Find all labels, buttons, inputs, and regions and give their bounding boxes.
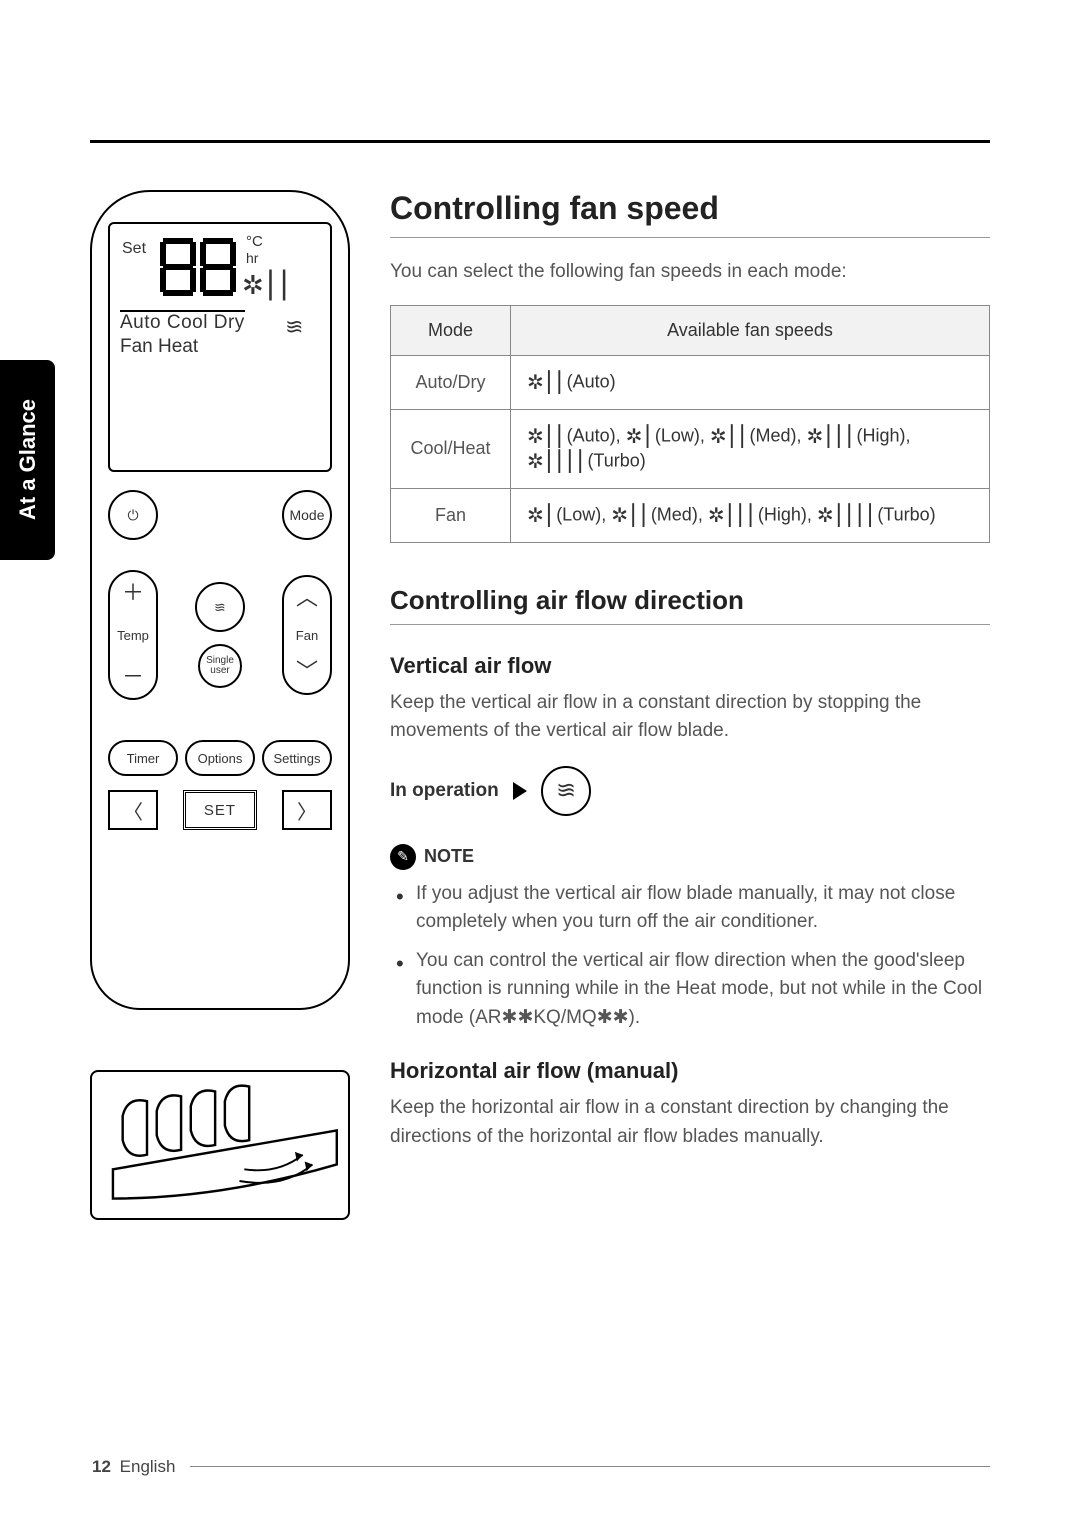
table-row: Fan ✲⎮(Low), ✲⎮⎮(Med), ✲⎮⎮⎮(High), ✲⎮⎮⎮⎮…: [391, 488, 990, 542]
fan-icon: ✲⎮⎮: [527, 426, 565, 448]
fan-icon: ✲⎮⎮: [527, 372, 565, 394]
cell-speeds-fan: ✲⎮(Low), ✲⎮⎮(Med), ✲⎮⎮⎮(High), ✲⎮⎮⎮⎮(Tur…: [511, 488, 990, 542]
power-mode-row: ⏻ Mode: [108, 490, 332, 540]
horizontal-body: Keep the horizontal air flow in a consta…: [390, 1094, 990, 1151]
table-head-mode: Mode: [391, 305, 511, 355]
top-rule: [90, 140, 990, 143]
page-number: 12: [92, 1457, 111, 1476]
note-icon: ✎: [390, 844, 416, 870]
settings-button[interactable]: Settings: [262, 740, 332, 776]
mode-button[interactable]: Mode: [282, 490, 332, 540]
chevron-right-icon: 〉: [297, 796, 317, 825]
mode-button-label: Mode: [289, 507, 324, 523]
note-item-2: You can control the vertical air flow di…: [390, 947, 990, 1033]
temp-control[interactable]: ＋ Temp －: [108, 570, 158, 700]
side-tab-label: At a Glance: [15, 399, 41, 520]
footer-rule: [190, 1466, 990, 1467]
digit-2: [200, 238, 236, 296]
modes-row-2: Fan Heat: [120, 336, 198, 358]
page-language: English: [120, 1457, 176, 1476]
heading-horizontal: Horizontal air flow (manual): [390, 1058, 990, 1084]
cell-mode-autodry: Auto/Dry: [391, 355, 511, 409]
fan-icon: ✲⎮: [527, 505, 554, 527]
blade-svg: [92, 1072, 348, 1218]
minus-icon: －: [122, 666, 144, 688]
remote-screen: Set °C hr ✲⎮⎮ Auto Cool: [108, 222, 332, 472]
digit-1: [160, 238, 196, 296]
fan-icon: ✲⎮⎮⎮⎮: [527, 451, 585, 473]
cell-mode-coolheat: Cool/Heat: [391, 409, 511, 488]
fan-icon: ✲⎮⎮: [710, 426, 748, 448]
digit-display: [160, 238, 236, 296]
modes-row-1: Auto Cool Dry: [120, 312, 245, 334]
swing-button-icon: ≋: [214, 599, 226, 616]
table-row: Cool/Heat ✲⎮⎮(Auto), ✲⎮(Low), ✲⎮⎮(Med), …: [391, 409, 990, 488]
cell-speeds-autodry: ✲⎮⎮(Auto): [511, 355, 990, 409]
table-head-speeds: Available fan speeds: [511, 305, 990, 355]
settings-label: Settings: [274, 751, 321, 766]
heading-fan-speed: Controlling fan speed: [390, 190, 990, 238]
unit-hr: hr: [246, 251, 263, 266]
cell-speeds-coolheat: ✲⎮⎮(Auto), ✲⎮(Low), ✲⎮⎮(Med), ✲⎮⎮⎮(High)…: [511, 409, 990, 488]
set-button-label: SET: [204, 802, 236, 819]
page-footer: 12 English: [92, 1457, 175, 1477]
blade-illustration: [90, 1070, 350, 1220]
fan-control[interactable]: ︿ Fan ﹀: [282, 575, 332, 695]
fan-icon: ✲⎮⎮⎮: [708, 505, 756, 527]
note-list: If you adjust the vertical air flow blad…: [390, 880, 990, 1033]
next-button[interactable]: 〉: [282, 790, 332, 830]
fan-icon: ✲⎮⎮⎮: [806, 426, 854, 448]
in-operation-row: In operation ≋: [390, 766, 990, 816]
chevron-left-icon: 〈: [123, 796, 143, 825]
side-tab: At a Glance: [0, 360, 55, 560]
set-button[interactable]: SET: [183, 790, 257, 830]
power-button[interactable]: ⏻: [108, 490, 158, 540]
play-icon: [513, 782, 527, 800]
fan-label: Fan: [296, 628, 318, 643]
left-column: Set °C hr ✲⎮⎮ Auto Cool: [90, 190, 350, 1220]
fan-speed-intro: You can select the following fan speeds …: [390, 258, 990, 287]
main-content: Set °C hr ✲⎮⎮ Auto Cool: [90, 190, 990, 1452]
options-button[interactable]: Options: [185, 740, 255, 776]
fan-icon: ✲⎮: [626, 426, 653, 448]
remote-illustration: Set °C hr ✲⎮⎮ Auto Cool: [90, 190, 350, 1010]
cell-mode-fan: Fan: [391, 488, 511, 542]
fan-speed-table: Mode Available fan speeds Auto/Dry ✲⎮⎮(A…: [390, 305, 990, 543]
note-heading: ✎ NOTE: [390, 844, 990, 870]
options-label: Options: [198, 751, 243, 766]
right-column: Controlling fan speed You can select the…: [390, 190, 990, 1169]
set-label: Set: [122, 240, 146, 258]
unit-c: °C: [246, 234, 263, 251]
single-user-label: Single user: [200, 656, 240, 676]
single-user-button[interactable]: Single user: [198, 644, 242, 688]
note-item-1: If you adjust the vertical air flow blad…: [390, 880, 990, 937]
control-group: ＋ Temp － ≋ Single user ︿ Fan ﹀: [108, 570, 332, 700]
fan-icon: ✲⎮⎮: [611, 505, 649, 527]
in-operation-label: In operation: [390, 780, 499, 802]
oval-button-row: Timer Options Settings: [108, 740, 332, 776]
heading-airflow: Controlling air flow direction: [390, 585, 990, 625]
fan-icon: ✲⎮⎮⎮⎮: [817, 505, 875, 527]
fan-icon: ✲⎮⎮: [242, 270, 291, 301]
vertical-body: Keep the vertical air flow in a constant…: [390, 689, 990, 746]
timer-label: Timer: [127, 751, 160, 766]
chevron-up-icon: ︿: [296, 587, 318, 609]
swing-icon: ≋: [556, 776, 576, 805]
temp-label: Temp: [117, 628, 149, 643]
nav-button-row: 〈 SET 〉: [108, 790, 332, 830]
swing-button-inline: ≋: [541, 766, 591, 816]
chevron-down-icon: ﹀: [296, 661, 318, 683]
center-buttons: ≋ Single user: [195, 582, 245, 688]
heading-vertical: Vertical air flow: [390, 653, 990, 679]
swing-icon: ≋: [285, 314, 303, 340]
plus-icon: ＋: [122, 582, 144, 604]
unit-stack: °C hr: [246, 234, 263, 266]
table-row: Auto/Dry ✲⎮⎮(Auto): [391, 355, 990, 409]
note-label: NOTE: [424, 846, 474, 867]
power-icon: ⏻: [127, 507, 138, 524]
timer-button[interactable]: Timer: [108, 740, 178, 776]
prev-button[interactable]: 〈: [108, 790, 158, 830]
swing-button[interactable]: ≋: [195, 582, 245, 632]
